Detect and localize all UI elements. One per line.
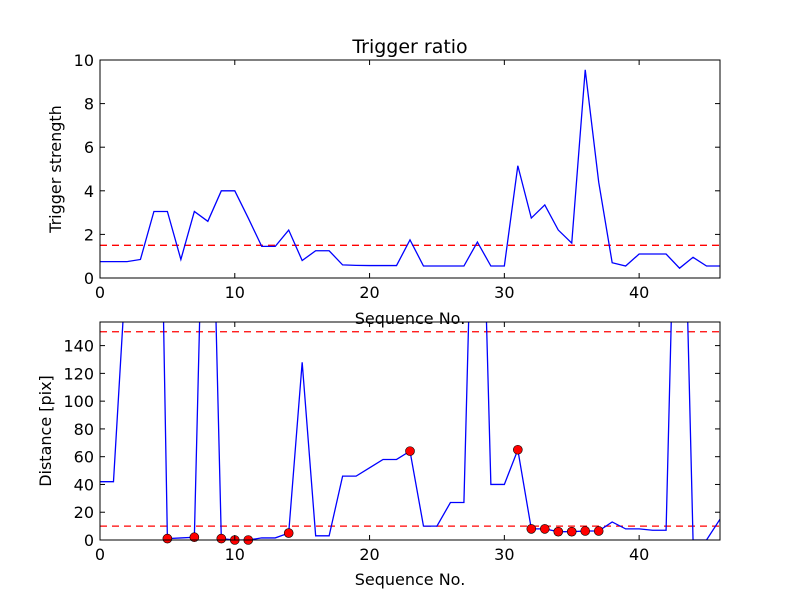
top-x-axis-label: Sequence No.	[355, 309, 466, 328]
bottom-y-tick-label: 100	[63, 392, 94, 411]
top-plot-area	[100, 69, 720, 270]
top-plot: 0 10 20 30 40 0 2 4 6 8 10	[74, 51, 721, 302]
bottom-y-tick-label: 20	[74, 503, 94, 522]
top-y-tick-label: 10	[74, 51, 94, 70]
top-x-tick-label: 10	[225, 283, 245, 302]
top-y-tick-label: 8	[84, 95, 94, 114]
bottom-plot-area	[100, 322, 720, 540]
top-x-tick-label: 40	[629, 283, 649, 302]
top-y-tick-label: 2	[84, 225, 94, 244]
bottom-x-tick-label: 10	[225, 545, 245, 564]
bottom-data-marker	[580, 526, 591, 536]
top-axes-frame	[99, 59, 721, 279]
bottom-data-marker	[526, 524, 537, 534]
bottom-x-tick-label: 20	[359, 545, 379, 564]
bottom-y-tick-label: 140	[63, 337, 94, 356]
top-x-tick-label: 0	[95, 283, 105, 302]
bottom-x-tick-label: 40	[629, 545, 649, 564]
bottom-data-marker	[162, 533, 173, 544]
top-y-axis-label: Trigger strength	[46, 105, 65, 234]
top-x-tick-label: 20	[359, 283, 379, 302]
bottom-plot: 0 10 20 30 40 0 20 40 60 80 100 120 140	[63, 321, 721, 564]
bottom-data-marker	[553, 526, 564, 537]
top-y-tick-label: 0	[84, 269, 94, 288]
bottom-y-tick-label: 120	[63, 364, 94, 383]
bottom-data-marker	[513, 444, 523, 455]
bottom-axes-frame	[99, 321, 721, 541]
bottom-x-axis-label: Sequence No.	[355, 570, 466, 589]
bottom-data-marker	[189, 532, 200, 543]
bottom-y-tick-label: 80	[74, 420, 94, 439]
top-x-tick-label: 30	[494, 283, 514, 302]
top-y-tick-label: 6	[84, 138, 94, 157]
bottom-y-tick-label: 60	[74, 448, 94, 467]
bottom-x-tick-label: 0	[95, 545, 105, 564]
bottom-data-marker	[566, 526, 577, 537]
bottom-data-marker	[216, 533, 227, 544]
top-y-tick-label: 4	[84, 182, 94, 201]
bottom-y-axis-label: Distance [pix]	[36, 375, 55, 487]
bottom-y-tick-label: 0	[84, 531, 94, 550]
bottom-x-tick-label: 30	[494, 545, 514, 564]
bottom-y-tick-label: 40	[74, 475, 94, 494]
bottom-data-marker	[593, 526, 604, 536]
chart-title: Trigger ratio	[351, 36, 467, 58]
bottom-data-marker	[283, 528, 294, 538]
bottom-data-marker	[405, 446, 415, 456]
bottom-series-line	[100, 322, 720, 540]
bottom-data-marker	[539, 524, 550, 534]
top-series-line	[100, 69, 720, 270]
